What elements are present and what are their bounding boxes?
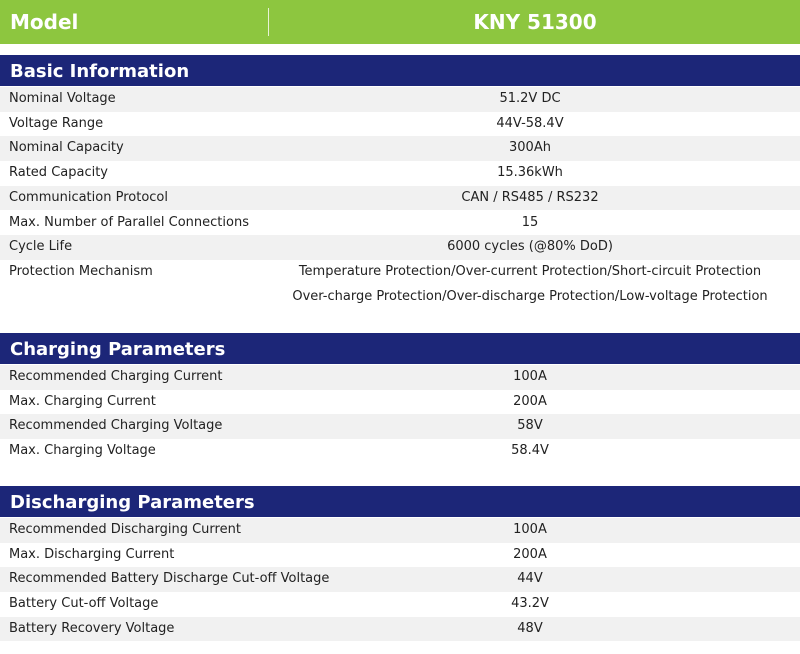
spec-label: Max. Charging Current xyxy=(9,393,156,409)
spec-row: Recommended Charging Voltage 58V xyxy=(0,414,800,440)
spec-value: 44V-58.4V xyxy=(496,115,564,131)
spec-label: Recommended Charging Current xyxy=(9,369,223,384)
spec-label: Voltage Range xyxy=(9,115,104,131)
spec-value: Temperature Protection/Over-current Prot… xyxy=(298,263,762,279)
spec-label: Battery Recovery Voltage xyxy=(9,620,175,636)
spec-row: Rated Capacity 15.36kWh xyxy=(0,161,800,186)
spec-value: 58.4V xyxy=(511,443,549,459)
spec-row: Battery Cut-off Voltage 43.2V xyxy=(0,592,800,617)
spec-row: Cycle Life 6000 cycles (@80% DoD) xyxy=(0,235,800,260)
spec-label: Nominal Voltage xyxy=(9,91,116,106)
spec-label: Cycle Life xyxy=(9,239,73,255)
model-label: Model xyxy=(10,10,79,34)
model-bar: Model KNY 51300 xyxy=(0,0,800,44)
spec-label: Protection Mechanism xyxy=(9,263,153,279)
spec-value: 15 xyxy=(521,214,539,230)
spec-row: Communication Protocol CAN / RS485 / RS23… xyxy=(0,185,800,211)
separator xyxy=(268,8,269,36)
spec-value: 100A xyxy=(513,522,547,537)
spec-value: 100A xyxy=(513,369,547,384)
model-value: KNY 51300 xyxy=(473,10,597,34)
spec-value: Over-charge Protection/Over-discharge Pr… xyxy=(292,288,768,304)
spec-value: 43.2V xyxy=(511,596,549,612)
spec-row: Recommended Battery Discharge Cut-off Vo… xyxy=(0,567,800,593)
spec-row: Voltage Range 44V-58.4V xyxy=(0,112,800,137)
spec-row: Recommended Discharging Current 100A xyxy=(0,518,800,543)
spec-row: Recommended Charging Current 100A xyxy=(0,365,800,390)
spec-row: Max. Discharging Current 200A xyxy=(0,543,800,568)
spec-row: Max. Charging Current 200A xyxy=(0,390,800,415)
spec-label: Nominal Capacity xyxy=(9,140,124,156)
spec-label: Recommended Battery Discharge Cut-off Vo… xyxy=(9,571,330,587)
spec-row: Battery Recovery Voltage 48V xyxy=(0,616,800,642)
section-title: Basic Information xyxy=(0,55,800,86)
spec-label: Communication Protocol xyxy=(9,189,168,205)
spec-row: Max. Charging Voltage 58.4V xyxy=(0,439,800,464)
spec-label: Max. Charging Voltage xyxy=(9,443,156,459)
spec-label: Recommended Charging Voltage xyxy=(9,418,223,434)
spec-row: Nominal Voltage 51.2V DC xyxy=(0,87,800,112)
spec-value: 44V xyxy=(517,571,543,587)
spec-value: 51.2V DC xyxy=(499,91,561,106)
section-title: Charging Parameters xyxy=(0,333,800,364)
spec-value: 200A xyxy=(513,393,547,409)
spec-value: 6000 cycles (@80% DoD) xyxy=(447,239,613,255)
section-title: Discharging Parameters xyxy=(0,486,800,517)
spec-row: Protection Mechanism Temperature Protecti… xyxy=(0,260,800,309)
spec-label: Battery Cut-off Voltage xyxy=(9,596,159,612)
spec-value: 15.36kWh xyxy=(497,165,563,181)
spec-label: Rated Capacity xyxy=(9,165,109,181)
spec-row: Max. Number of Parallel Connections 15 xyxy=(0,211,800,236)
spec-label: Max. Discharging Current xyxy=(9,546,175,562)
spec-value: CAN / RS485 / RS232 xyxy=(461,189,599,205)
spec-label: Max. Number of Parallel Connections xyxy=(9,214,249,230)
spec-value: 58V xyxy=(517,418,543,434)
spec-value: 200A xyxy=(513,546,547,562)
spec-value: 300Ah xyxy=(509,140,551,156)
spec-row: Nominal Capacity 300Ah xyxy=(0,136,800,162)
spec-value: 48V xyxy=(517,620,543,636)
spec-label: Recommended Discharging Current xyxy=(9,522,241,537)
